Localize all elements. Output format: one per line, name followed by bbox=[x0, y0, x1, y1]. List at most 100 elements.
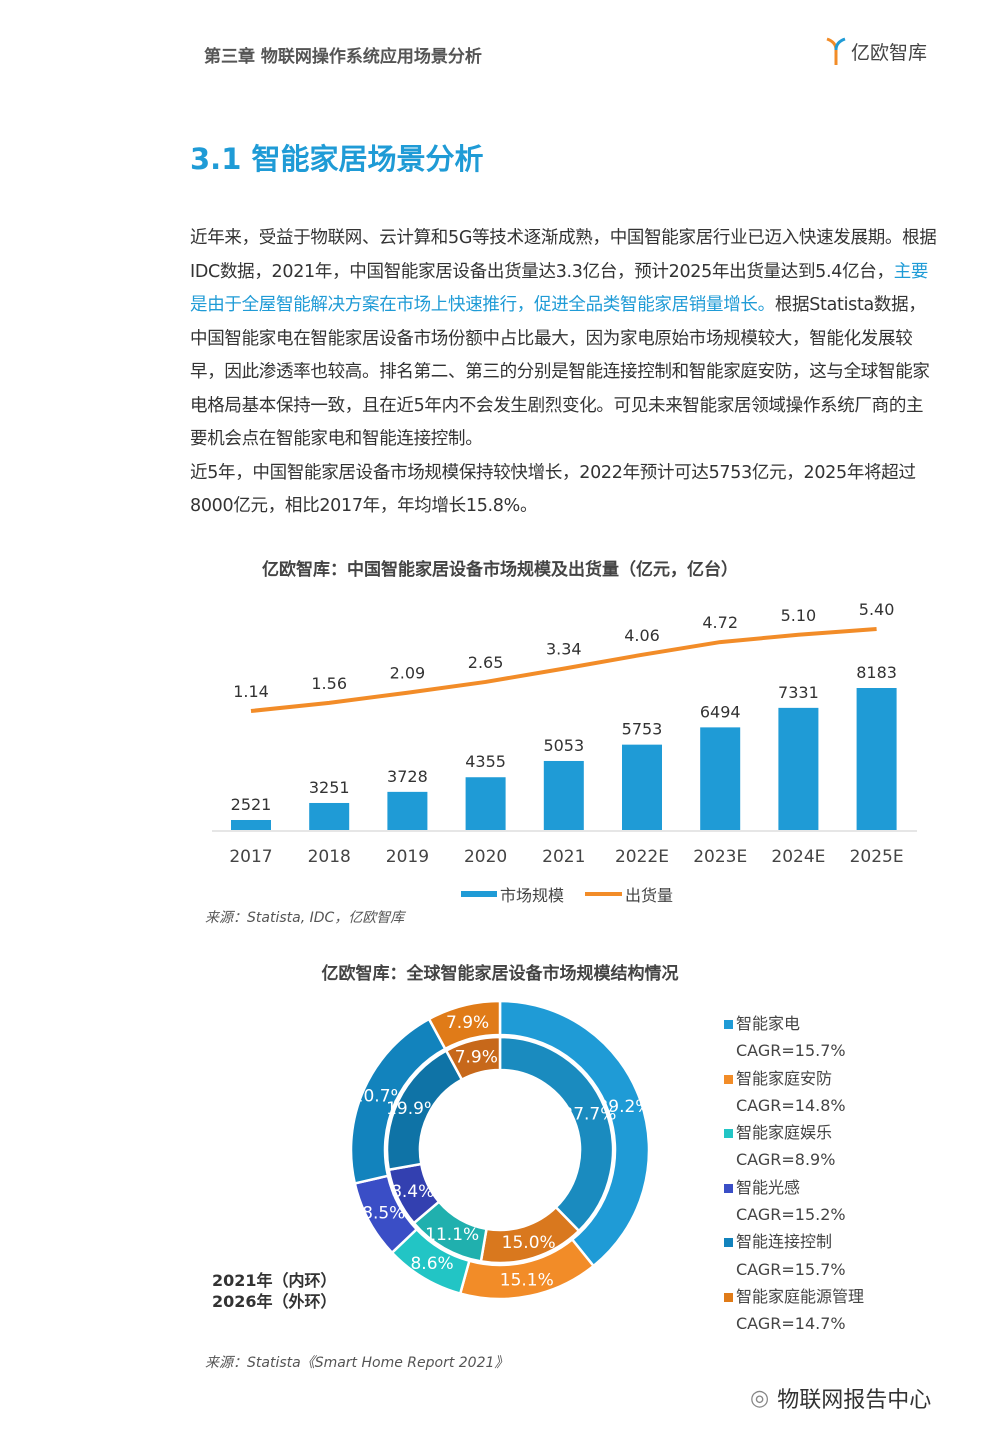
outer-ring-slice bbox=[458, 1237, 596, 1301]
line-label: 4.06 bbox=[624, 626, 660, 645]
donut-chart-title: 亿欧智库：全球智能家居设备市场规模结构情况 bbox=[321, 964, 679, 984]
bar-label: 2521 bbox=[231, 795, 272, 814]
inner-ring-label: 2021年（内环） bbox=[212, 1271, 337, 1290]
bar-label: 4355 bbox=[465, 752, 506, 771]
outer-ring-slice bbox=[390, 1227, 471, 1296]
legend-swatch bbox=[724, 1129, 733, 1139]
line-label: 1.56 bbox=[311, 674, 347, 693]
x-tick-label: 2020 bbox=[464, 847, 507, 867]
x-tick-label: 2024E bbox=[771, 847, 825, 867]
legend-label: 智能家庭娱乐 bbox=[736, 1123, 833, 1143]
legend-item: 智能连接控制 bbox=[724, 1228, 864, 1255]
bar bbox=[387, 791, 428, 830]
logo-text: 亿欧智库 bbox=[851, 41, 928, 64]
legend-swatch bbox=[724, 1020, 733, 1029]
legend-item: 智能家庭安防 bbox=[724, 1065, 864, 1092]
legend-cagr: CAGR=15.2% bbox=[736, 1205, 846, 1225]
legend-swatch-bar bbox=[461, 891, 497, 897]
x-tick-label: 2022E bbox=[615, 847, 669, 867]
donut-chart-source: 来源：Statista《Smart Home Report 2021》 bbox=[205, 1355, 509, 1371]
bar bbox=[465, 777, 506, 830]
outer-slice-label: 39.2% bbox=[597, 1097, 651, 1117]
x-tick-label: 2023E bbox=[693, 847, 747, 867]
legend-swatch bbox=[724, 1292, 733, 1302]
outer-slice-label: 15.1% bbox=[500, 1270, 554, 1290]
bar-label: 3728 bbox=[387, 767, 428, 786]
legend-item: 智能家庭娱乐 bbox=[724, 1119, 864, 1146]
bar-chart-title: 亿欧智库：中国智能家居设备市场规模及出货量（亿元，亿台） bbox=[262, 560, 738, 580]
legend-label: 智能光感 bbox=[736, 1177, 801, 1197]
watermark-text: 物联网报告中心 bbox=[777, 1388, 932, 1413]
bar-line-chart: 2521 2017 1.14 3251 2018 1.56 3728 2019 2.09 4355… bbox=[212, 600, 917, 905]
paragraph-1a: 近年来，受益于物联网、云计算和5G等技术逐渐成熟，中国智能家居行业已迈入快速发展… bbox=[190, 228, 937, 282]
legend-cagr: CAGR=8.9% bbox=[736, 1150, 836, 1170]
bar-label: 6494 bbox=[700, 702, 741, 721]
legend-label: 出货量 bbox=[625, 886, 673, 905]
bar bbox=[309, 802, 350, 830]
inner-slice-label: 7.9% bbox=[455, 1047, 498, 1067]
legend-label: 智能家庭能源管理 bbox=[736, 1286, 865, 1306]
legend-label: 市场规模 bbox=[500, 886, 564, 905]
bar-label: 5753 bbox=[622, 720, 663, 739]
watermark: ◎ 物联网报告中心 bbox=[750, 1382, 931, 1414]
inner-ring-slice bbox=[385, 1048, 464, 1172]
inner-ring-slice bbox=[498, 1035, 615, 1233]
bar-label: 3251 bbox=[309, 778, 350, 797]
logo: 亿欧智库 bbox=[825, 36, 927, 66]
legend-item: 智能光感 bbox=[724, 1174, 864, 1201]
line-label: 1.14 bbox=[233, 682, 269, 701]
x-tick-label: 2019 bbox=[386, 847, 429, 867]
bar-label: 5053 bbox=[543, 736, 584, 755]
line-label: 3.34 bbox=[546, 640, 582, 659]
bar-label: 8183 bbox=[856, 663, 897, 682]
legend-cagr: CAGR=15.7% bbox=[736, 1041, 846, 1061]
outer-ring-label: 2026年（外环） bbox=[212, 1292, 337, 1311]
body-text: 近年来，受益于物联网、云计算和5G等技术逐渐成熟，中国智能家居行业已迈入快速发展… bbox=[190, 222, 940, 524]
line-label: 2.09 bbox=[390, 664, 426, 683]
logo-icon bbox=[826, 37, 846, 65]
legend-cagr: CAGR=14.8% bbox=[736, 1095, 846, 1115]
inner-slice-label: 19.9% bbox=[386, 1099, 440, 1119]
ring-labels: 2021年（内环） 2026年（外环） bbox=[212, 1270, 337, 1312]
bar bbox=[778, 707, 819, 830]
paragraph-1b: 根据Statista数据，中国智能家电在智能家居设备市场份额中占比最大，因为家电… bbox=[190, 295, 930, 449]
line-label: 2.65 bbox=[468, 653, 504, 672]
bar bbox=[700, 727, 741, 830]
legend-swatch bbox=[724, 1238, 733, 1248]
outer-slice-label: 7.9% bbox=[446, 1013, 489, 1033]
line-series bbox=[250, 627, 877, 713]
line-label: 5.10 bbox=[781, 606, 817, 625]
outer-ring-slice bbox=[349, 1017, 447, 1185]
line-label: 4.72 bbox=[702, 613, 738, 632]
bar bbox=[856, 688, 897, 830]
legend-item: 智能家庭能源管理 bbox=[724, 1283, 864, 1310]
x-tick-label: 2017 bbox=[229, 847, 272, 867]
outer-ring-slice bbox=[498, 999, 651, 1268]
inner-ring-slice bbox=[387, 1162, 441, 1225]
legend-cagr: CAGR=15.7% bbox=[736, 1259, 846, 1279]
inner-slice-label: 11.1% bbox=[425, 1225, 479, 1245]
legend-label: 智能家电 bbox=[736, 1014, 801, 1033]
inner-ring-slice bbox=[444, 1035, 502, 1082]
inner-ring-slice bbox=[412, 1199, 488, 1263]
x-tick-label: 2025E bbox=[850, 847, 904, 867]
inner-slice-label: 15.0% bbox=[502, 1233, 556, 1253]
outer-slice-label: 20.7% bbox=[353, 1087, 407, 1107]
bar-label: 7331 bbox=[778, 683, 819, 702]
wechat-icon: ◎ bbox=[750, 1385, 770, 1411]
section-title: 3.1 智能家居场景分析 bbox=[190, 142, 484, 176]
legend-cagr: CAGR=14.7% bbox=[736, 1314, 846, 1334]
legend-swatch bbox=[724, 1074, 733, 1084]
inner-ring-slice bbox=[479, 1205, 581, 1265]
paragraph-1-highlight: 主要是由于全屋智能解决方案在市场上快速推行，促进全品类智能家居销量增长。 bbox=[190, 261, 929, 316]
line-label: 5.40 bbox=[859, 600, 895, 619]
donut-legend: 智能家电 CAGR=15.7% 智能家庭安防 CAGR=14.8% 智能家庭娱乐 CAGR… bbox=[724, 1010, 864, 1338]
bar bbox=[231, 819, 271, 830]
outer-slice-label: 8.5% bbox=[362, 1203, 405, 1223]
legend-label: 智能家庭安防 bbox=[736, 1068, 833, 1088]
inner-slice-label: 8.4% bbox=[391, 1182, 434, 1202]
x-tick-label: 2018 bbox=[308, 847, 351, 867]
outer-ring-slice bbox=[353, 1174, 419, 1255]
legend-label: 智能连接控制 bbox=[736, 1232, 833, 1252]
